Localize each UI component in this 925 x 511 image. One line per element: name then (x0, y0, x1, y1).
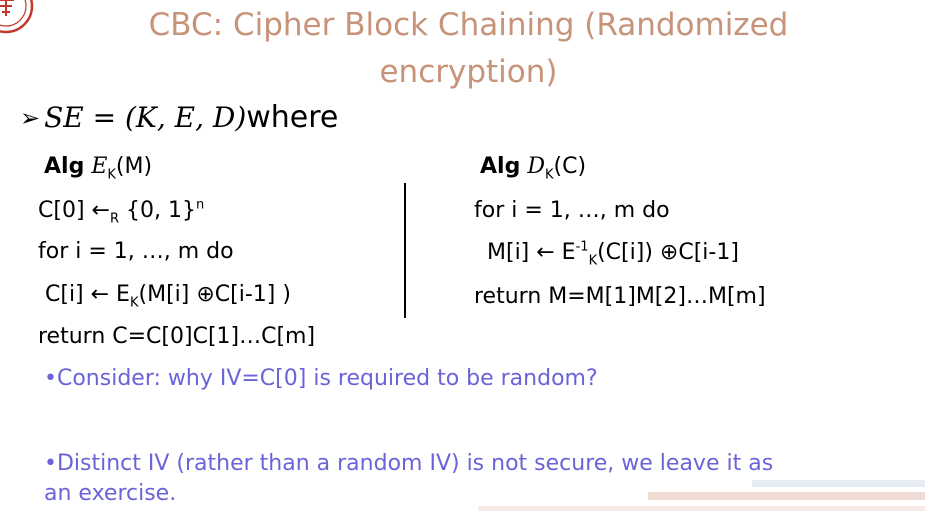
note-2-bullet: • (44, 451, 57, 476)
scheme-where: where (246, 100, 339, 135)
dec-line-2-sub: K (588, 253, 598, 269)
slide-title-line-2: encryption) (379, 54, 558, 90)
dec-line-2: M[i] ← E-1K(C[i]) ⊕C[i-1] (487, 238, 739, 268)
enc-line-1: C[0] ←R {0, 1}n (38, 196, 204, 226)
enc-line-3-a: C[i] ← E (45, 282, 130, 307)
scheme-definition: ➢ SE = (K, E, D) where (20, 96, 338, 140)
footer-band-light (478, 506, 925, 511)
arrow-bullet-icon: ➢ (20, 104, 41, 132)
enc-alg-sub: K (107, 167, 116, 183)
dec-line-1: for i = 1, …, m do (474, 198, 670, 223)
dec-alg-arg: (C) (553, 154, 587, 179)
dec-alg-sub: K (544, 167, 554, 183)
dec-line-2-sup: -1 (575, 239, 589, 255)
university-seal-logo (0, 0, 34, 34)
left-arrow-icon: ← (91, 198, 110, 223)
enc-line-2: for i = 1, …, m do (38, 239, 234, 264)
enc-line-1-sub: R (109, 211, 120, 227)
enc-line-3-b: (M[i] ⊕C[i-1] ) (138, 282, 291, 307)
note-1-bullet: • (44, 366, 57, 391)
enc-alg-word: Alg (44, 154, 85, 179)
note-1: •Consider: why IV=C[0] is required to be… (44, 364, 598, 394)
enc-line-4: return C=C[0]C[1]…C[m] (38, 324, 316, 349)
enc-alg-symbol: E (91, 154, 108, 179)
dec-alg-symbol: D (527, 154, 545, 179)
enc-line-3: C[i] ← EK(M[i] ⊕C[i-1] ) (45, 280, 291, 310)
enc-line-1-a: C[0] (38, 198, 92, 223)
enc-alg-header: Alg EK(M) (44, 152, 152, 182)
enc-line-3-sub: K (129, 295, 139, 311)
note-2: •Distinct IV (rather than a random IV) i… (44, 449, 773, 479)
note-2-text-line-1: Distinct IV (rather than a random IV) is… (56, 451, 774, 476)
dec-line-2-a: M[i] ← E (487, 240, 576, 265)
dec-line-2-b: (C[i]) ⊕C[i-1] (597, 240, 739, 265)
enc-line-1-sup: n (195, 197, 205, 213)
enc-alg-arg: (M) (115, 154, 153, 179)
column-divider (404, 183, 406, 318)
note-2-continued: an exercise. (44, 481, 177, 506)
note-1-text: Consider: why IV=C[0] is required to be … (56, 366, 598, 391)
dec-alg-header: Alg DK(C) (480, 152, 586, 182)
dec-alg-word: Alg (480, 154, 521, 179)
enc-line-1-b: {0, 1} (119, 198, 196, 223)
dec-line-3: return M=M[1]M[2]…M[m] (474, 284, 766, 309)
slide-title-line-1: CBC: Cipher Block Chaining (Randomized (148, 7, 789, 43)
footer-band-pink (648, 492, 925, 500)
scheme-tuple: SE = (K, E, D) (44, 101, 247, 134)
footer-band-blue (752, 480, 925, 487)
